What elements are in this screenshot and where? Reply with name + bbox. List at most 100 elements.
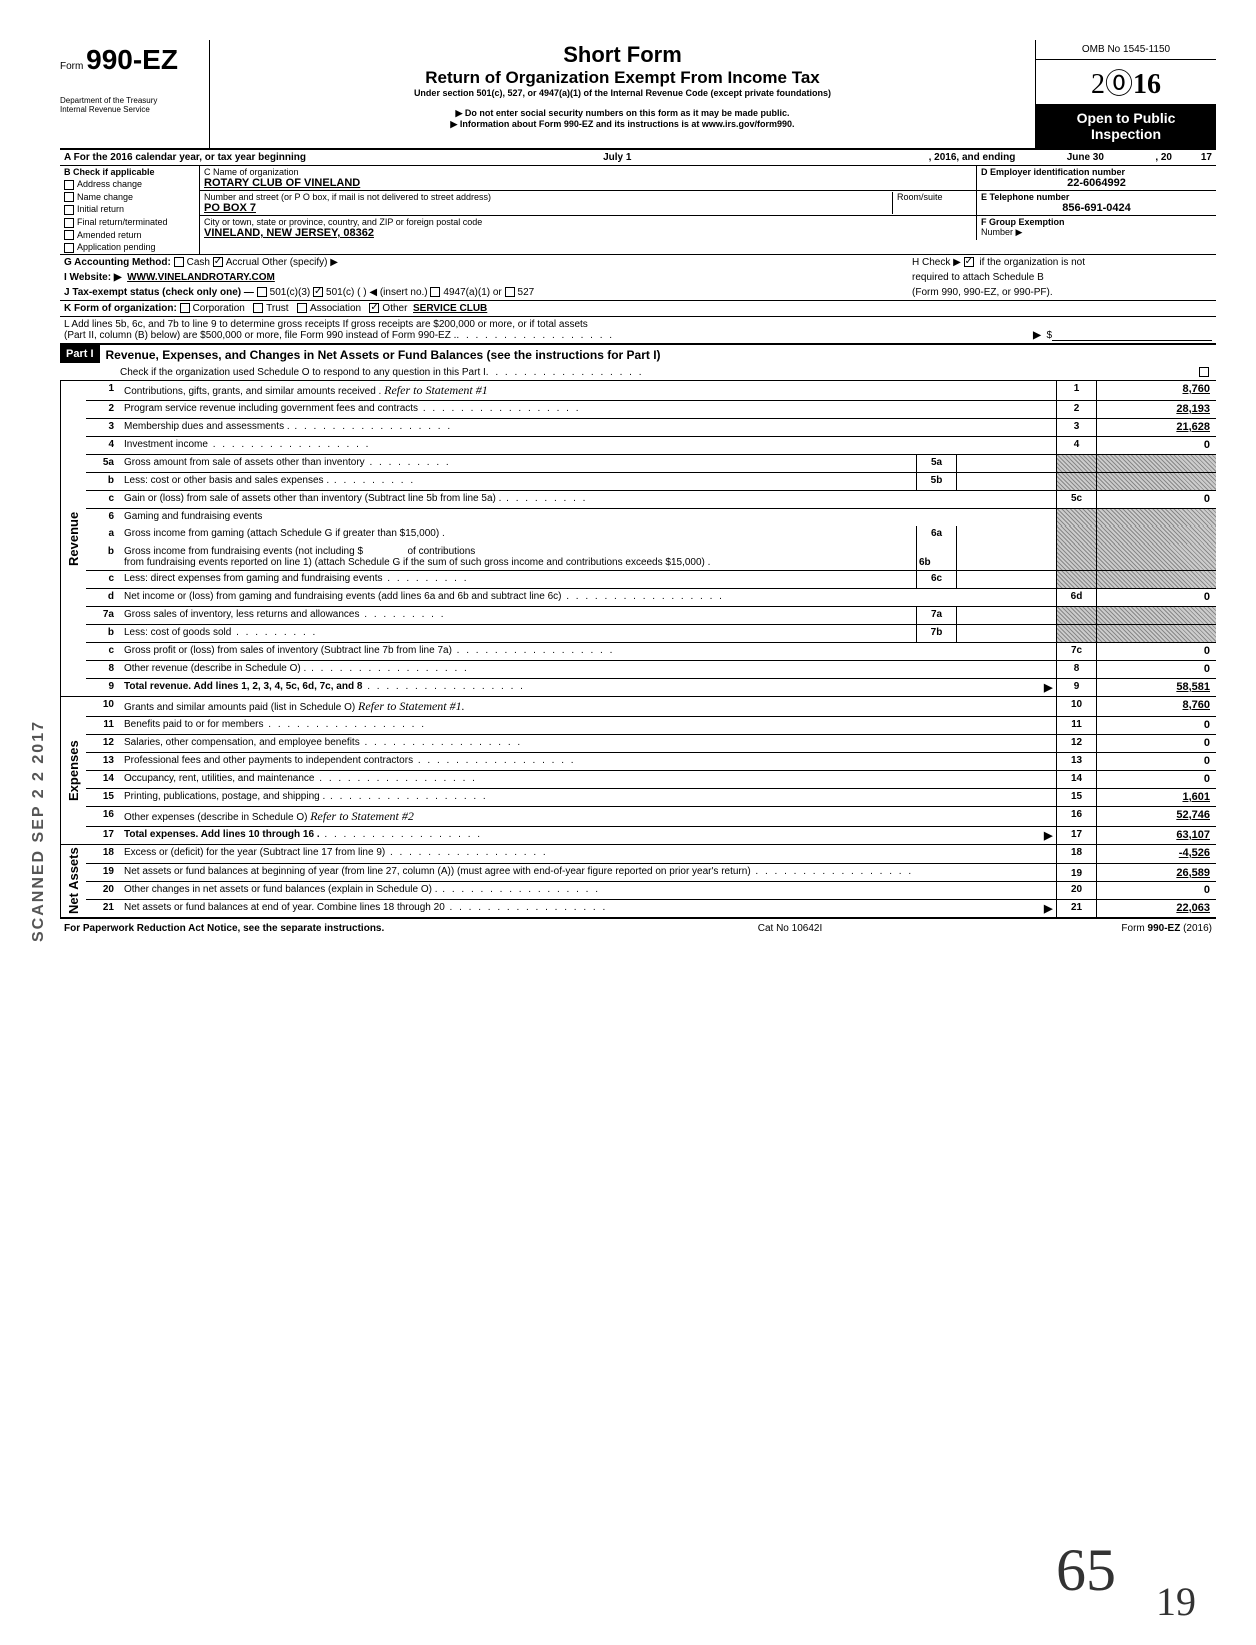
chk-final-return[interactable]	[64, 218, 74, 228]
chk-corporation[interactable]	[180, 303, 190, 313]
form-prefix: Form	[60, 61, 83, 72]
row-5c: cGain or (loss) from sale of assets othe…	[86, 490, 1216, 508]
chk-amended-return[interactable]	[64, 230, 74, 240]
row-6: 6Gaming and fundraising events	[86, 508, 1216, 526]
val-16: 52,746	[1096, 807, 1216, 826]
chk-application-pending[interactable]	[64, 243, 74, 253]
revenue-section: Revenue 1Contributions, gifts, grants, a…	[60, 381, 1216, 696]
row-20: 20Other changes in net assets or fund ba…	[86, 881, 1216, 899]
val-21: 22,063	[1096, 900, 1216, 917]
form-id-block: Form 990-EZ Department of the Treasury I…	[60, 40, 210, 148]
chk-address-change[interactable]	[64, 180, 74, 190]
val-10: 8,760	[1096, 697, 1216, 716]
revenue-side-label: Revenue	[60, 381, 86, 696]
row-12: 12Salaries, other compensation, and empl…	[86, 734, 1216, 752]
row-6a: aGross income from gaming (attach Schedu…	[86, 526, 1216, 544]
row-5a: 5aGross amount from sale of assets other…	[86, 454, 1216, 472]
row-8: 8Other revenue (describe in Schedule O) …	[86, 660, 1216, 678]
block-bcdef: B Check if applicable Address change Nam…	[60, 166, 1216, 255]
line-l: L Add lines 5b, 6c, and 7b to line 9 to …	[60, 317, 1216, 345]
row-7a: 7aGross sales of inventory, less returns…	[86, 606, 1216, 624]
val-8: 0	[1096, 661, 1216, 678]
row-6d: dNet income or (loss) from gaming and fu…	[86, 588, 1216, 606]
val-12: 0	[1096, 735, 1216, 752]
info-link: ▶ Information about Form 990-EZ and its …	[218, 119, 1027, 130]
val-2: 28,193	[1096, 401, 1216, 418]
year-end-yy: 17	[1172, 152, 1212, 163]
val-7c: 0	[1096, 643, 1216, 660]
cat-no: Cat No 10642I	[548, 923, 1032, 934]
row-21: 21Net assets or fund balances at end of …	[86, 899, 1216, 917]
line-i: I Website: ▶ WWW.VINELANDROTARY.COM requ…	[60, 270, 1216, 285]
omb-number: OMB No 1545-1150	[1036, 40, 1216, 60]
row-19: 19Net assets or fund balances at beginni…	[86, 863, 1216, 881]
chk-501c3[interactable]	[257, 287, 267, 297]
part-1-title: Revenue, Expenses, and Changes in Net As…	[100, 345, 1216, 365]
chk-501c[interactable]	[313, 287, 323, 297]
row-15: 15Printing, publications, postage, and s…	[86, 788, 1216, 806]
chk-accrual[interactable]	[213, 257, 223, 267]
year-begin: July 1	[306, 152, 929, 163]
street: PO BOX 7	[204, 202, 892, 214]
line-g-h: G Accounting Method: Cash Accrual Other …	[60, 255, 1216, 270]
expenses-section: Expenses 10Grants and similar amounts pa…	[60, 696, 1216, 844]
val-17: 63,107	[1096, 827, 1216, 844]
chk-initial-return[interactable]	[64, 205, 74, 215]
chk-4947[interactable]	[430, 287, 440, 297]
part-1-label: Part I	[60, 345, 100, 363]
dept-1: Department of the Treasury	[60, 76, 203, 105]
row-7b: bLess: cost of goods sold7b	[86, 624, 1216, 642]
row-11: 11Benefits paid to or for members110	[86, 716, 1216, 734]
val-6d: 0	[1096, 589, 1216, 606]
ein: 22-6064992	[981, 177, 1212, 189]
col-cd: C Name of organization ROTARY CLUB OF VI…	[200, 166, 1216, 254]
chk-other-org[interactable]	[369, 303, 379, 313]
row-18: 18Excess or (deficit) for the year (Subt…	[86, 845, 1216, 863]
row-14: 14Occupancy, rent, utilities, and mainte…	[86, 770, 1216, 788]
val-5c: 0	[1096, 491, 1216, 508]
val-18: -4,526	[1096, 845, 1216, 863]
val-13: 0	[1096, 753, 1216, 770]
chk-schedule-o[interactable]	[1199, 367, 1209, 377]
scanned-stamp: SCANNED SEP 2 2 2017	[30, 720, 48, 942]
row-17: 17Total expenses. Add lines 10 through 1…	[86, 826, 1216, 844]
chk-name-change[interactable]	[64, 192, 74, 202]
row-4: 4Investment income40	[86, 436, 1216, 454]
chk-association[interactable]	[297, 303, 307, 313]
chk-trust[interactable]	[253, 303, 263, 313]
row-16: 16Other expenses (describe in Schedule O…	[86, 806, 1216, 826]
title-short-form: Short Form	[218, 42, 1027, 68]
net-assets-side-label: Net Assets	[60, 845, 86, 917]
chk-cash[interactable]	[174, 257, 184, 267]
line-a-tax-year: A For the 2016 calendar year, or tax yea…	[60, 150, 1216, 166]
val-11: 0	[1096, 717, 1216, 734]
under-section: Under section 501(c), 527, or 4947(a)(1)…	[218, 88, 1027, 98]
row-10: 10Grants and similar amounts paid (list …	[86, 697, 1216, 716]
line-l-amount	[1052, 330, 1212, 341]
other-org-val: SERVICE CLUB	[413, 303, 487, 314]
paperwork-notice: For Paperwork Reduction Act Notice, see …	[64, 923, 548, 934]
open-to-public: Open to Public Inspection	[1036, 104, 1216, 148]
form-ref: Form 990-EZ (2016)	[1032, 923, 1212, 934]
line-k: K Form of organization: Corporation Trus…	[60, 301, 1216, 317]
val-1: 8,760	[1096, 381, 1216, 400]
room-suite-label: Room/suite	[892, 192, 972, 214]
row-13: 13Professional fees and other payments t…	[86, 752, 1216, 770]
chk-527[interactable]	[505, 287, 515, 297]
row-3: 3Membership dues and assessments .321,62…	[86, 418, 1216, 436]
handwritten-65: 65	[1056, 1536, 1116, 1605]
website: WWW.VINELANDROTARY.COM	[127, 272, 275, 283]
row-2: 2Program service revenue including gover…	[86, 400, 1216, 418]
chk-h-schedule-b[interactable]	[964, 257, 974, 267]
val-15: 1,601	[1096, 789, 1216, 806]
form-header: Form 990-EZ Department of the Treasury I…	[60, 40, 1216, 150]
org-name: ROTARY CLUB OF VINELAND	[204, 177, 972, 189]
row-5b: bLess: cost or other basis and sales exp…	[86, 472, 1216, 490]
city-state-zip: VINELAND, NEW JERSEY, 08362	[204, 227, 972, 239]
year-end: June 30	[1015, 152, 1155, 163]
page-footer: For Paperwork Reduction Act Notice, see …	[60, 917, 1216, 938]
form-title-block: Short Form Return of Organization Exempt…	[210, 40, 1036, 148]
part-1-check: Check if the organization used Schedule …	[60, 365, 1216, 381]
row-7c: cGross profit or (loss) from sales of in…	[86, 642, 1216, 660]
val-19: 26,589	[1096, 864, 1216, 881]
